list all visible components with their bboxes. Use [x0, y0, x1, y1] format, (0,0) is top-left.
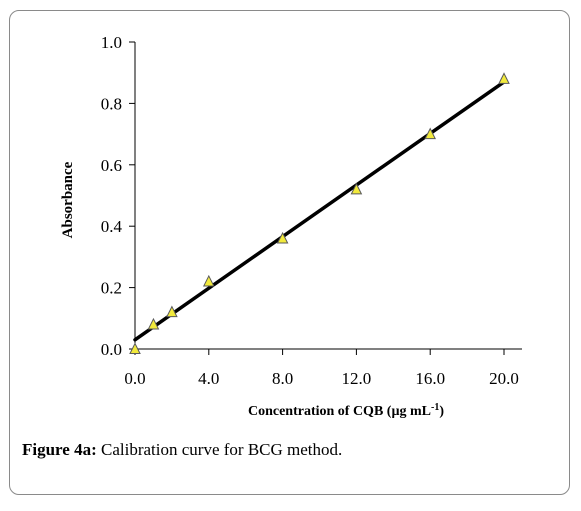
x-tick-label: 4.0 — [198, 369, 219, 388]
x-axis-label: Concentration of CQB (µg mL-1) — [248, 402, 444, 419]
figure-frame — [9, 10, 570, 495]
data-point-triangle — [166, 305, 178, 318]
fit-line-group — [133, 80, 506, 342]
y-axis-label: Absorbance — [60, 161, 76, 238]
data-point-triangle — [276, 231, 289, 244]
x-tick-label: 16.0 — [415, 369, 445, 388]
x-axis-label-superscript: -1 — [431, 402, 439, 413]
y-tick-label: 0.8 — [101, 94, 122, 113]
data-point-triangle — [424, 127, 437, 140]
data-point-triangle — [129, 342, 141, 354]
chart-axes — [134, 42, 522, 350]
caption-text: Calibration curve for BCG method. — [96, 440, 343, 459]
x-tick-label: 12.0 — [342, 369, 372, 388]
y-tick-label: 0.6 — [101, 156, 122, 175]
x-axis-label-main: Concentration of CQB (µg mL — [248, 404, 431, 419]
x-tick-label: 20.0 — [489, 369, 519, 388]
data-point-triangle — [202, 274, 215, 287]
data-point-triangle — [498, 72, 510, 84]
fit-line — [133, 80, 506, 342]
chart-ticks: 0.0 0.2 0.4 0.6 0.8 1.0 0.0 4.0 8.0 12.0 16.0 20.0 — [101, 33, 519, 388]
x-tick-label: 8.0 — [272, 369, 293, 388]
data-points — [129, 72, 510, 354]
figure-caption: Figure 4a: Calibration curve for BCG met… — [22, 440, 342, 460]
y-tick-label: 0.2 — [101, 279, 122, 298]
caption-label: Figure 4a: — [22, 440, 97, 459]
y-tick-label: 0.4 — [101, 217, 123, 236]
data-point-triangle — [147, 317, 160, 330]
y-tick-label: 0.0 — [101, 340, 122, 359]
y-tick-label: 1.0 — [101, 33, 122, 52]
x-axis-label-suffix: ) — [439, 404, 444, 419]
x-tick-label: 0.0 — [124, 369, 145, 388]
data-point-triangle — [350, 182, 363, 195]
